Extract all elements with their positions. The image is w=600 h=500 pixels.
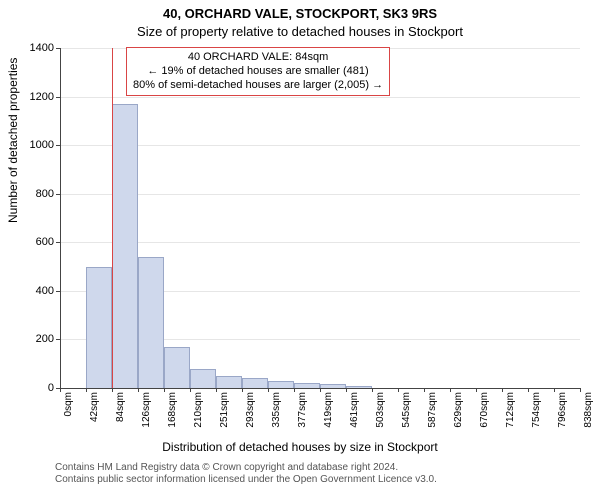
annotation-line-2: ← 19% of detached houses are smaller (48… <box>133 65 383 79</box>
histogram-bar <box>216 376 242 388</box>
x-tick-mark <box>86 388 87 392</box>
footer-attribution: Contains HM Land Registry data © Crown c… <box>55 462 437 486</box>
x-tick-label: 838sqm <box>583 392 594 428</box>
x-tick-mark <box>450 388 451 392</box>
x-tick-label: 461sqm <box>349 392 360 428</box>
chart-title-address: 40, ORCHARD VALE, STOCKPORT, SK3 9RS <box>0 6 600 21</box>
x-tick-label: 84sqm <box>115 392 126 422</box>
y-tick-label: 1200 <box>14 91 54 103</box>
x-tick-mark <box>554 388 555 392</box>
y-tick-label: 600 <box>14 236 54 248</box>
x-tick-label: 210sqm <box>193 392 204 428</box>
x-axis-label: Distribution of detached houses by size … <box>0 440 600 454</box>
histogram-bar <box>86 267 112 388</box>
x-tick-mark <box>528 388 529 392</box>
footer-line-1: Contains HM Land Registry data © Crown c… <box>55 462 437 474</box>
x-tick-label: 0sqm <box>63 392 74 416</box>
annotation-box: 40 ORCHARD VALE: 84sqm ← 19% of detached… <box>126 47 390 96</box>
y-axis-line <box>60 48 61 388</box>
y-tick-label: 400 <box>14 285 54 297</box>
x-tick-mark <box>190 388 191 392</box>
x-tick-mark <box>476 388 477 392</box>
y-tick-label: 1000 <box>14 139 54 151</box>
x-tick-label: 629sqm <box>453 392 464 428</box>
x-tick-label: 168sqm <box>167 392 178 428</box>
x-tick-label: 377sqm <box>297 392 308 428</box>
annotation-line-3: 80% of semi-detached houses are larger (… <box>133 79 383 93</box>
x-tick-mark <box>268 388 269 392</box>
x-tick-mark <box>424 388 425 392</box>
y-tick-label: 800 <box>14 188 54 200</box>
x-tick-mark <box>242 388 243 392</box>
histogram-bar <box>112 104 138 388</box>
x-tick-label: 126sqm <box>141 392 152 428</box>
x-tick-label: 293sqm <box>245 392 256 428</box>
footer-line-2: Contains public sector information licen… <box>55 474 437 486</box>
x-tick-label: 545sqm <box>401 392 412 428</box>
x-tick-mark <box>580 388 581 392</box>
x-tick-mark <box>372 388 373 392</box>
x-tick-label: 712sqm <box>505 392 516 428</box>
histogram-bar <box>190 369 215 388</box>
x-tick-label: 419sqm <box>323 392 334 428</box>
x-tick-mark <box>294 388 295 392</box>
x-tick-label: 670sqm <box>479 392 490 428</box>
x-tick-mark <box>216 388 217 392</box>
x-tick-label: 335sqm <box>271 392 282 428</box>
y-tick-label: 1400 <box>14 42 54 54</box>
x-tick-mark <box>60 388 61 392</box>
histogram-bar <box>268 381 294 388</box>
x-tick-mark <box>502 388 503 392</box>
x-tick-label: 503sqm <box>375 392 386 428</box>
x-tick-mark <box>320 388 321 392</box>
y-tick-label: 200 <box>14 333 54 345</box>
histogram-bar <box>138 257 164 388</box>
x-tick-label: 587sqm <box>427 392 438 428</box>
x-tick-mark <box>112 388 113 392</box>
x-tick-mark <box>346 388 347 392</box>
x-tick-mark <box>138 388 139 392</box>
histogram-bar <box>164 347 190 388</box>
x-tick-label: 754sqm <box>531 392 542 428</box>
x-tick-mark <box>398 388 399 392</box>
annotation-line-1: 40 ORCHARD VALE: 84sqm <box>133 51 383 65</box>
histogram-bar <box>242 378 268 388</box>
chart-plot-area: 02004006008001000120014000sqm42sqm84sqm1… <box>60 48 580 388</box>
grid-line <box>60 97 580 98</box>
x-tick-label: 251sqm <box>219 392 230 428</box>
y-tick-label: 0 <box>14 382 54 394</box>
x-tick-label: 42sqm <box>89 392 100 422</box>
x-tick-mark <box>164 388 165 392</box>
chart-title-subtitle: Size of property relative to detached ho… <box>0 24 600 39</box>
x-tick-label: 796sqm <box>557 392 568 428</box>
highlight-marker-line <box>112 48 113 388</box>
